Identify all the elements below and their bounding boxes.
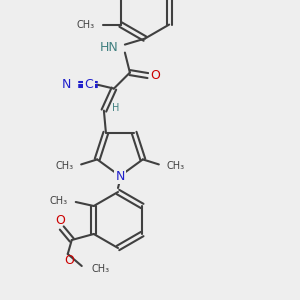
Text: H: H xyxy=(112,103,119,112)
Text: CH₃: CH₃ xyxy=(50,196,68,206)
Text: N: N xyxy=(62,78,72,91)
Text: HN: HN xyxy=(100,41,119,54)
Text: O: O xyxy=(55,214,65,227)
Text: O: O xyxy=(64,254,74,268)
Text: CH₃: CH₃ xyxy=(92,264,110,274)
Text: C: C xyxy=(85,78,93,91)
Text: CH₃: CH₃ xyxy=(167,161,185,171)
Text: CH₃: CH₃ xyxy=(76,20,94,30)
Text: O: O xyxy=(150,69,160,82)
Text: CH₃: CH₃ xyxy=(55,161,73,171)
Text: N: N xyxy=(115,169,125,182)
